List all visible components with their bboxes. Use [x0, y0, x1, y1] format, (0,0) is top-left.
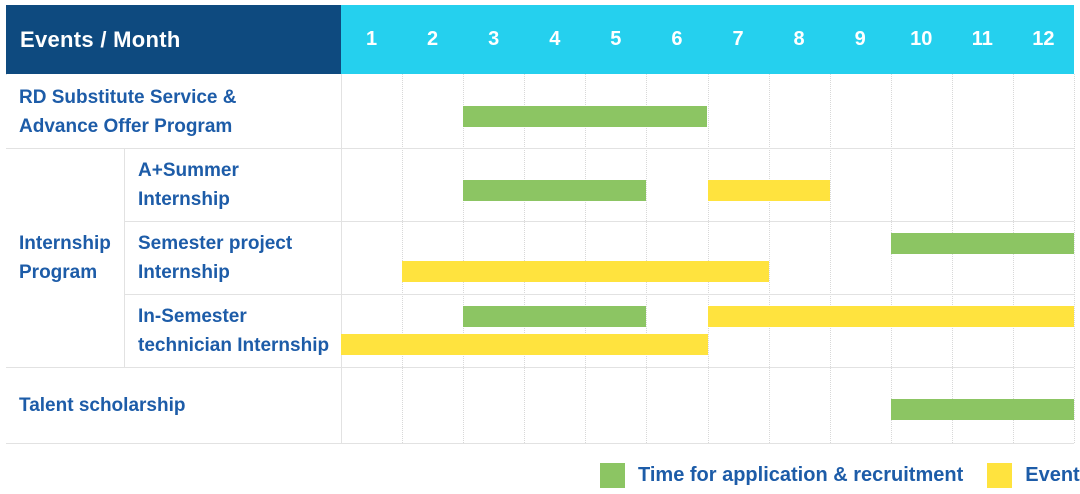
- legend: Time for application & recruitment Event…: [600, 462, 1080, 488]
- month-header-11: 11: [971, 28, 993, 50]
- grid-line-month: [402, 74, 404, 443]
- month-header-8: 8: [793, 28, 805, 50]
- bar-green-m10-12: [890, 399, 1074, 420]
- month-header-7: 7: [732, 28, 744, 50]
- row-divider: [6, 367, 1074, 368]
- bar-yellow-m2-7: [402, 261, 769, 282]
- grid-line-month: [707, 74, 709, 443]
- bar-yellow-m7-12: [707, 306, 1074, 327]
- bar-green-m10-12: [890, 233, 1074, 254]
- group-label: Internship Program: [19, 233, 111, 283]
- legend-swatch-green-icon: [600, 462, 625, 488]
- group-cell-internship-program: Internship Program: [6, 149, 123, 367]
- row-label: In-Semester technician Internship: [138, 306, 330, 356]
- row-divider: [124, 294, 1074, 295]
- bar-yellow-m7-8: [707, 180, 830, 201]
- row-divider: [6, 443, 1074, 444]
- row-label-cell: Semester project Internship: [125, 222, 340, 294]
- bar-green-m3-6: [463, 106, 708, 127]
- row-label: RD Substitute Service & Advance Offer Pr…: [19, 86, 237, 137]
- grid-line-month: [585, 74, 587, 443]
- legend-swatch-yellow-icon: [987, 462, 1013, 488]
- month-header-4: 4: [549, 28, 561, 50]
- month-header-3: 3: [488, 28, 500, 50]
- row-label: Semester project Internship: [138, 233, 293, 283]
- group-sub-divider: [124, 148, 125, 367]
- bar-green-m3-5: [463, 180, 647, 201]
- row-label-cell: Talent scholarship: [6, 368, 340, 443]
- month-header-10: 10: [910, 28, 933, 50]
- row-label-cell: In-Semester technician Internship: [125, 295, 340, 367]
- grid-line-month: [463, 74, 465, 443]
- header-corner-cell: Events / Month: [6, 5, 341, 74]
- month-header-row: 1 2 3 4 5 6 7 8 9 10 11 12: [341, 5, 1074, 74]
- grid-line-month: [951, 74, 953, 443]
- grid-line-month: [1012, 74, 1014, 443]
- row-label: A+Summer Internship: [138, 160, 239, 210]
- row-label-cell: RD Substitute Service & Advance Offer Pr…: [6, 75, 340, 148]
- row-label-cell: A+Summer Internship: [125, 149, 340, 221]
- grid-line-month: [890, 74, 892, 443]
- label-chart-divider: [341, 74, 342, 443]
- row-divider: [6, 148, 1074, 149]
- bar-yellow-m1-6: [341, 334, 708, 355]
- month-header-1: 1: [365, 28, 378, 50]
- month-header-2: 2: [427, 28, 439, 50]
- legend-label-green: Time for application & recruitment: [638, 463, 964, 486]
- bar-green-m3-5: [463, 306, 647, 327]
- grid-line-month: [829, 74, 831, 443]
- month-header-6: 6: [671, 28, 683, 50]
- grid-line-month: [646, 74, 648, 443]
- month-header-9: 9: [854, 28, 866, 50]
- row-label: Talent scholarship: [19, 395, 186, 416]
- header-title: Events / Month: [20, 26, 181, 52]
- month-header-5: 5: [610, 28, 622, 50]
- legend-label-yellow: Events: [1025, 463, 1080, 486]
- grid-line-month: [524, 74, 526, 443]
- grid-line-month: [768, 74, 770, 443]
- row-divider: [124, 221, 1074, 222]
- month-header-12: 12: [1032, 28, 1055, 50]
- grid-line-month: [1074, 74, 1075, 443]
